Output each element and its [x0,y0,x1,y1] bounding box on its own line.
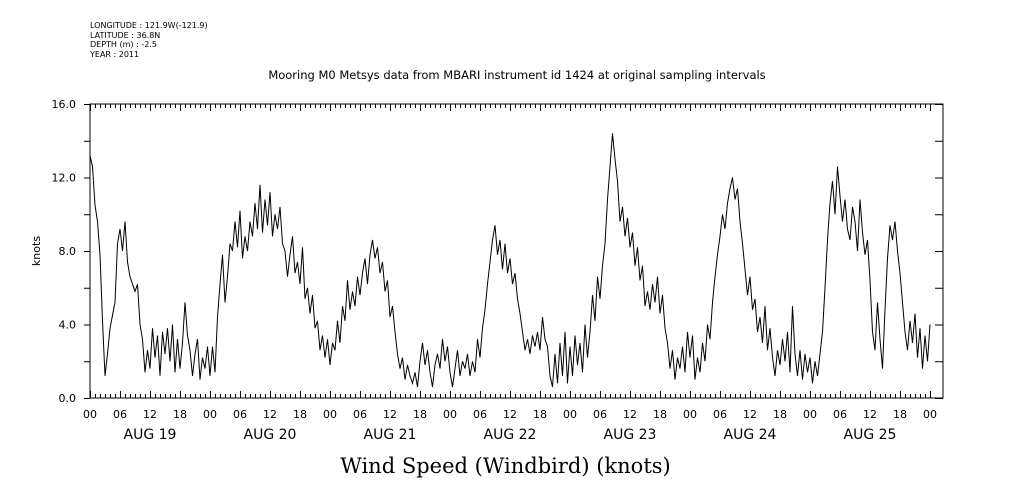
year-label: YEAR : 2011 [90,49,140,59]
x-hour-tick-label: 00 [563,408,577,421]
x-day-label: AUG 22 [484,427,537,443]
y-axis-label: knots [30,236,43,266]
x-hour-tick-label: 06 [713,408,727,421]
x-hour-tick-label: 12 [263,408,277,421]
x-day-label: AUG 23 [604,427,657,443]
x-hour-tick-label: 18 [413,408,427,421]
x-hour-tick-label: 18 [533,408,547,421]
x-hour-tick-label: 00 [803,408,817,421]
station-metadata: LONGITUDE : 121.9W(-121.9) LATITUDE : 36… [90,21,208,59]
y-tick-label: 8.0 [59,245,77,258]
x-hour-tick-label: 12 [143,408,157,421]
y-tick-label: 12.0 [52,172,77,185]
x-hour-tick-label: 18 [293,408,307,421]
x-day-label: AUG 21 [364,427,417,443]
x-hour-tick-label: 00 [923,408,937,421]
x-hour-tick-label: 06 [233,408,247,421]
depth-label: DEPTH (m) : -2.5 [90,40,157,49]
x-day-label: AUG 20 [244,427,297,443]
x-hour-tick-label: 18 [173,408,187,421]
chart-caption: Wind Speed (Windbird) (knots) [340,454,671,478]
y-tick-label: 0.0 [59,392,77,405]
x-hour-tick-label: 06 [593,408,607,421]
wind-speed-series-line [89,133,931,388]
x-hour-tick-label: 00 [683,408,697,421]
axis-labels: 00 06 12 18 00 06 12 18 00 06 12 18 00 06 12 18 00 06 12 18… [52,98,938,443]
plot-frame [89,103,944,399]
x-hour-tick-label: 06 [353,408,367,421]
x-day-label: AUG 24 [724,427,777,443]
chart-title: Mooring M0 Metsys data from MBARI instru… [268,68,766,82]
x-hour-tick-label: 18 [773,408,787,421]
x-hour-tick-label: 12 [623,408,637,421]
y-tick-label: 16.0 [52,98,77,111]
x-day-label: AUG 25 [844,427,897,443]
x-hour-tick-label: 12 [863,408,877,421]
x-hour-tick-label: 06 [473,408,487,421]
x-hour-tick-label: 00 [323,408,337,421]
x-hour-tick-label: 12 [503,408,517,421]
y-tick-label: 4.0 [59,319,77,332]
x-hour-tick-label: 00 [83,408,97,421]
x-hour-tick-label: 12 [743,408,757,421]
x-hour-tick-label: 12 [383,408,397,421]
x-hour-tick-label: 00 [443,408,457,421]
longitude-label: LONGITUDE : 121.9W(-121.9) [90,21,208,30]
x-day-label: AUG 19 [124,427,177,443]
x-hour-tick-label: 18 [893,408,907,421]
latitude-label: LATITUDE : 36.8N [90,30,161,40]
x-hour-tick-label: 06 [113,408,127,421]
axis-ticks [84,104,943,399]
x-hour-tick-label: 00 [203,408,217,421]
x-hour-tick-label: 06 [833,408,847,421]
x-hour-tick-label: 18 [653,408,667,421]
